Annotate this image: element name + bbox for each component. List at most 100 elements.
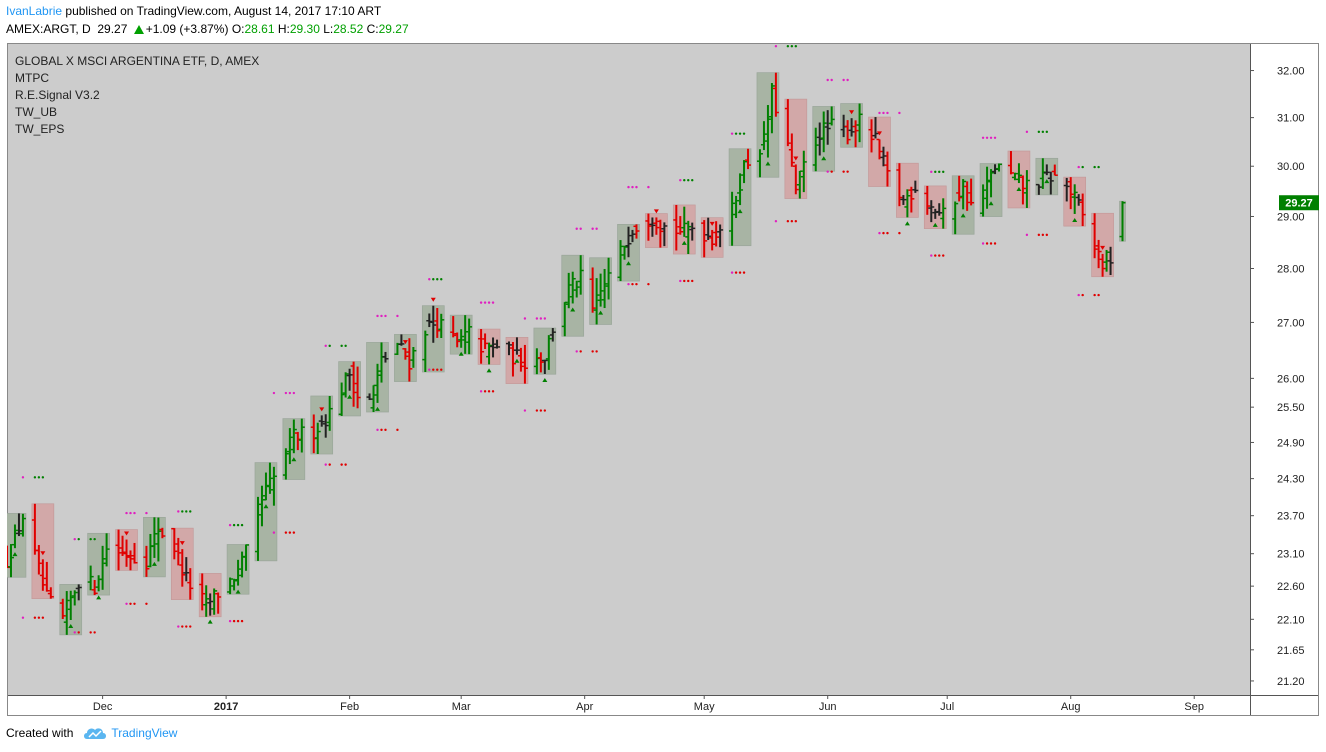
lower-signal-dot (77, 631, 80, 634)
upper-signal-dot (73, 537, 76, 541)
lower-signal-dot (21, 616, 25, 619)
lower-signal-dot (344, 463, 347, 466)
time-tick-label: Aug (1061, 701, 1081, 713)
lower-signal-dot (89, 631, 92, 634)
upper-signal-dot (742, 132, 746, 135)
upper-signal-dot (133, 511, 136, 515)
down-signal-marker (793, 156, 799, 161)
lower-signal-dot (73, 631, 76, 634)
upper-signal-dot (647, 185, 650, 189)
indicator-resignal[interactable]: R.E.Signal V3.2 (15, 88, 100, 102)
lower-signal-dot (129, 602, 132, 605)
time-tick-label: Sep (1184, 701, 1204, 713)
lower-signal-dot (232, 619, 236, 623)
lower-signal-dot (272, 531, 276, 534)
tradingview-brand-link[interactable]: TradingView (111, 726, 178, 740)
down-signal-marker (653, 209, 659, 214)
upper-signal-dot (846, 78, 849, 82)
up-signal-marker (68, 623, 74, 628)
lower-signal-dot (1097, 293, 1100, 297)
up-signal-marker (904, 221, 910, 226)
indicator-tw-eps[interactable]: TW_EPS (15, 122, 64, 136)
upper-signal-dot (826, 78, 829, 82)
footer: Created with TradingView (6, 726, 177, 740)
indicator-title[interactable]: GLOBAL X MSCI ARGENTINA ETF, D, AMEX (15, 54, 259, 68)
indicator-tw-ub[interactable]: TW_UB (15, 105, 57, 119)
upper-signal-dot (240, 523, 244, 527)
lower-signal-dot (240, 619, 244, 623)
upper-signal-dot (627, 185, 630, 189)
upper-signal-dot (886, 111, 889, 115)
lower-signal-dot (635, 282, 638, 286)
lower-signal-dot (236, 619, 240, 623)
up-signal-marker (1044, 179, 1050, 184)
lower-signal-dot (185, 625, 188, 628)
lower-signal-dot (288, 531, 292, 534)
lower-signal-dot (284, 531, 288, 534)
upper-signal-dot (738, 132, 742, 135)
lower-signal-dot (579, 350, 582, 353)
lower-signal-dot (125, 602, 128, 605)
upper-signal-dot (842, 78, 845, 82)
lower-signal-dot (384, 428, 387, 432)
upper-signal-dot (1097, 165, 1100, 169)
lower-signal-dot (886, 231, 889, 235)
lower-signal-dot (1045, 233, 1049, 237)
upper-signal-dot (631, 185, 634, 189)
symbol-legend: AMEX:ARGT, D 29.27 +1.09 (+3.87%) O:28.6… (6, 22, 409, 36)
lower-signal-dot (985, 242, 989, 245)
cloud-logo-icon (84, 728, 107, 739)
lower-signal-dot (942, 254, 945, 257)
upper-signal-dot (878, 111, 881, 115)
upper-signal-dot (543, 317, 547, 320)
upper-signal-dot (77, 537, 80, 541)
upper-signal-dot (181, 510, 184, 513)
down-signal-marker (709, 221, 715, 226)
time-axis[interactable]: Dec 2017 Feb Mar Apr May Jun Jul Aug Sep (93, 695, 1204, 713)
upper-signal-dot (93, 537, 96, 541)
trend-box (254, 462, 278, 562)
upper-signal-dot (1037, 130, 1041, 134)
up-signal-marker (1016, 187, 1022, 192)
up-signal-marker (12, 552, 18, 557)
upper-signal-dot (177, 510, 180, 513)
indicator-mtpc[interactable]: MTPC (15, 71, 49, 85)
upper-signal-dot (786, 45, 790, 48)
upper-signal-dot (683, 179, 686, 182)
symbol-label[interactable]: AMEX:ARGT, D (6, 22, 91, 36)
lower-signal-dot (647, 282, 650, 286)
upper-signal-dot (236, 523, 240, 527)
open-label: O: (231, 22, 245, 36)
upper-signal-dot (21, 476, 25, 479)
up-signal-marker (375, 406, 381, 411)
down-signal-marker (1100, 245, 1106, 250)
up-signal-marker (932, 222, 938, 227)
upper-signal-dot (340, 344, 343, 348)
price-chart[interactable]: 32.00 31.00 30.00 29.00 28.00 27.00 26.00 25.50… (7, 43, 1319, 716)
last-price-tag-label: 29.27 (1285, 198, 1313, 210)
lower-signal-dot (575, 350, 578, 353)
upper-signal-dot (523, 317, 527, 320)
upper-signal-dot (934, 170, 937, 174)
upper-signal-dot (380, 314, 383, 318)
lower-signal-dot (938, 254, 941, 257)
up-signal-marker (96, 595, 102, 600)
down-signal-marker (876, 131, 882, 136)
upper-signal-dot (830, 78, 833, 82)
down-signal-marker (849, 110, 855, 115)
low-label: L: (323, 22, 334, 36)
lower-signal-dot (491, 390, 495, 393)
up-signal-marker (988, 201, 994, 206)
upper-signal-dot (1093, 165, 1096, 169)
time-tick-label: Jul (940, 701, 954, 713)
price-axis[interactable]: 32.00 31.00 30.00 29.00 28.00 27.00 26.00 25.50… (1250, 66, 1305, 688)
lower-signal-dot (539, 409, 543, 412)
upper-signal-dot (228, 523, 232, 527)
upper-signal-dot (1077, 165, 1080, 169)
low-value: 28.52 (333, 22, 364, 36)
upper-signal-dot (189, 510, 192, 513)
lower-signal-dot (830, 170, 833, 173)
upper-signal-dot (232, 523, 236, 527)
lower-signal-dot (177, 625, 180, 628)
author-link[interactable]: IvanLabrie (6, 4, 63, 18)
